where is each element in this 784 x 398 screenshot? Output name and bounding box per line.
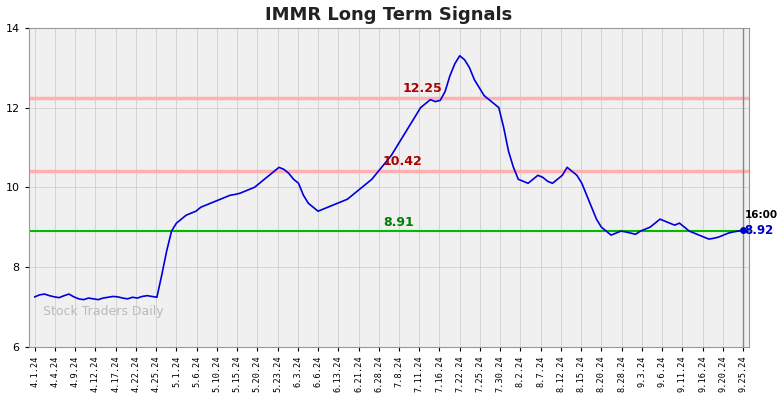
- Text: Stock Traders Daily: Stock Traders Daily: [43, 305, 164, 318]
- Text: 12.25: 12.25: [403, 82, 443, 95]
- Text: 16:00: 16:00: [745, 211, 778, 220]
- Text: 8.91: 8.91: [383, 216, 414, 229]
- Text: 8.92: 8.92: [745, 224, 774, 236]
- Title: IMMR Long Term Signals: IMMR Long Term Signals: [265, 6, 513, 23]
- Text: 10.42: 10.42: [383, 154, 423, 168]
